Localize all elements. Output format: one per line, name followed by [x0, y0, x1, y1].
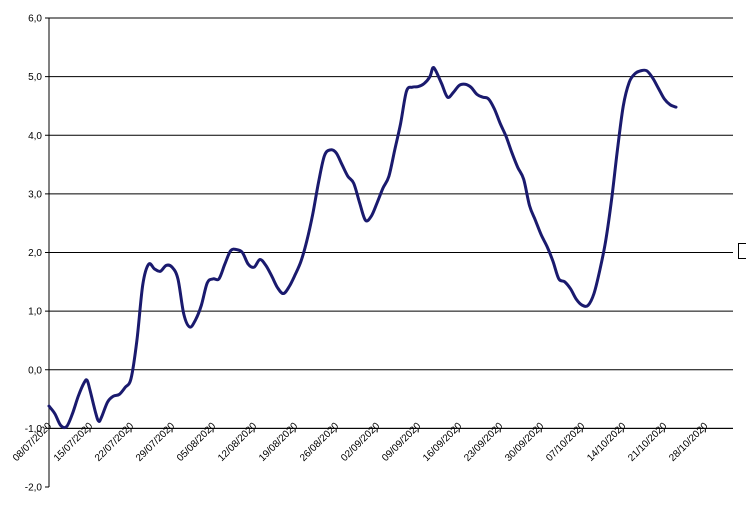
y-tick-label: 0,0 [28, 365, 42, 376]
y-tick-label: 2,0 [28, 248, 42, 259]
y-tick-label: 3,0 [28, 189, 42, 200]
x-tick-label: 28/10/2020 [667, 420, 710, 463]
y-tick-label: 6,0 [28, 14, 42, 25]
x-tick-label: 26/08/2020 [298, 420, 341, 463]
y-tick-label: -1,0 [25, 424, 43, 435]
x-tick-label: 23/09/2020 [462, 420, 505, 463]
y-tick-label: -2,0 [25, 483, 43, 494]
gridlines [49, 17, 733, 429]
y-tick-label: 1,0 [28, 307, 42, 318]
x-tick-label: 21/10/2020 [626, 420, 669, 463]
y-tick-labels: -2,0 -1,0 0,0 1,0 2,0 3,0 4,0 5,0 6,0 [25, 14, 43, 494]
x-tick-label: 02/09/2020 [339, 420, 382, 463]
x-tick-label: 05/08/2020 [175, 420, 218, 463]
x-tick-label: 22/07/2020 [93, 420, 136, 463]
x-tick-label: 15/07/2020 [52, 420, 95, 463]
x-tick-label: 30/09/2020 [503, 420, 546, 463]
series-layer [47, 66, 678, 430]
x-tick-label: 14/10/2020 [585, 420, 628, 463]
x-tick-label: 12/08/2020 [216, 420, 259, 463]
x-tick-label: 09/09/2020 [380, 420, 423, 463]
legend-edge [738, 243, 746, 259]
x-tick-label: 19/08/2020 [257, 420, 300, 463]
y-tick-label: 5,0 [28, 72, 42, 83]
axes [45, 17, 733, 488]
x-tick-label: 07/10/2020 [544, 420, 587, 463]
x-tick-label: 16/09/2020 [421, 420, 464, 463]
x-tick-label: 29/07/2020 [134, 420, 177, 463]
x-tick-labels: 08/07/202015/07/202022/07/202029/07/2020… [11, 420, 711, 463]
series-line [47, 66, 678, 430]
y-tick-label: 4,0 [28, 131, 42, 142]
